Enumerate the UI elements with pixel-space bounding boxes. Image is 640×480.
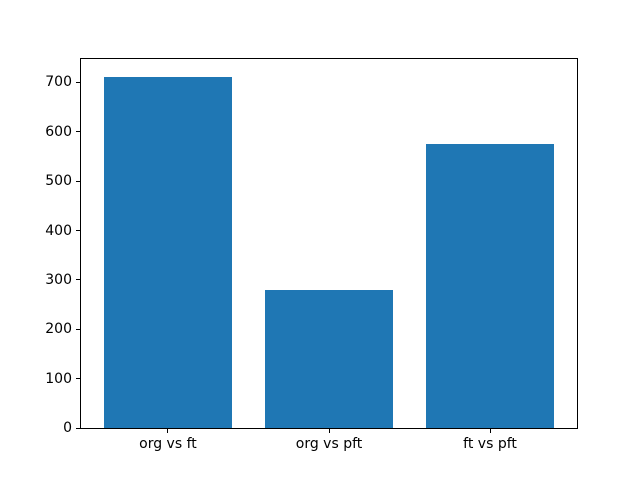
y-axis-tick-label: 0 — [63, 420, 72, 436]
y-axis-tick — [76, 131, 80, 133]
x-axis-tick — [167, 429, 169, 433]
bar-org-vs-pft — [264, 289, 394, 428]
y-axis-tick — [76, 180, 80, 182]
y-axis-tick — [76, 230, 80, 232]
x-axis-tick — [328, 429, 330, 433]
y-axis-tick-label: 600 — [45, 123, 72, 140]
y-axis-tick-label: 500 — [45, 173, 72, 190]
y-axis-tick — [76, 81, 80, 83]
x-axis-category-label: ft vs pft — [463, 436, 517, 452]
y-axis-tick — [76, 427, 80, 429]
y-axis-tick-label: 100 — [45, 370, 72, 387]
x-axis-category-label: org vs pft — [295, 436, 363, 452]
plot-area: 0 100 200 300 400 500 600 700 org vs ft org vs pf… — [45, 58, 578, 452]
x-axis-tick — [489, 429, 491, 433]
y-axis-tick-label: 400 — [45, 222, 72, 239]
y-axis-tick-label: 300 — [45, 271, 72, 288]
y-axis-tick — [76, 378, 80, 380]
y-axis-tick — [76, 328, 80, 330]
x-axis-category-label: org vs ft — [139, 436, 197, 452]
bar-ft-vs-pft — [425, 144, 555, 428]
bar-org-vs-ft — [103, 76, 233, 428]
y-axis-tick — [76, 279, 80, 281]
y-axis-tick-label: 700 — [45, 74, 72, 91]
y-axis-tick-label: 200 — [45, 321, 72, 338]
